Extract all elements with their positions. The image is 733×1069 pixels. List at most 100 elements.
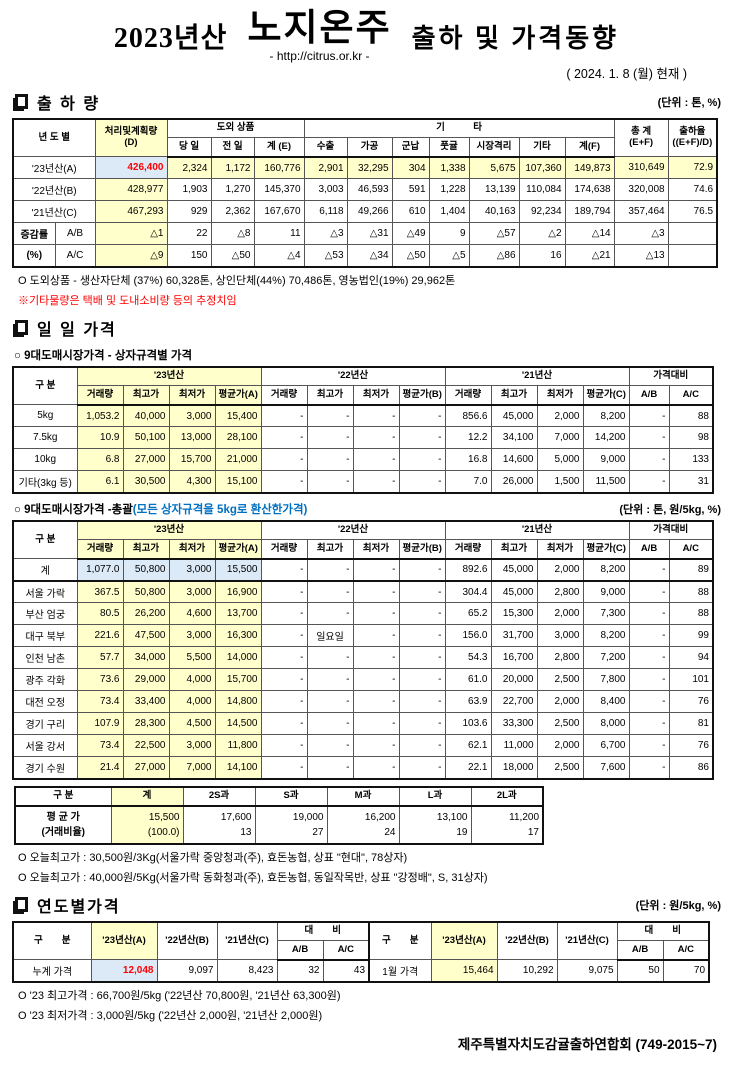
table-cell: - [628,470,670,494]
table-cell: 167,670 [253,200,305,224]
table-cell: 5kg [12,404,78,428]
table-cell: △34 [346,244,393,268]
table-cell: 15,500 (100.0) [110,805,184,845]
header-cell: 최고가 [306,385,354,406]
table-cell: - [628,756,670,780]
header-cell: L과 [398,786,472,807]
table-cell: 40,000 [122,404,170,428]
table-cell: 6,118 [303,200,348,224]
table-cell: - [352,712,400,736]
table-cell: 11,500 [582,470,630,494]
table-cell: 94 [668,646,714,670]
table-cell: 5,500 [168,646,216,670]
header-cell: '21년산(C) [216,921,278,961]
table-cell: 1,228 [428,178,470,202]
table-cell: 73.6 [76,668,124,692]
header-cell: '22년산 [260,366,446,387]
table-cell: 40,163 [468,200,520,224]
table-row: 서울 가락 367.5 50,800 3,000 16,900- - - -304.4 45,0… [12,580,714,604]
table-cell: - [628,646,670,670]
daily-market-unit-label: (단위 : 톤, 원/5kg, %) [619,503,721,516]
table-cell: 22 [166,222,212,246]
table-cell: 304.4 [444,580,492,604]
table-cell: 7,200 [582,646,630,670]
section-bullet-icon [15,320,28,336]
header-cell: 평균가(C) [582,385,630,406]
table-cell: - [306,712,354,736]
table-cell: 73.4 [76,734,124,758]
table-cell: 160,776 [253,156,305,180]
table-cell: 7.0 [444,470,492,494]
table-cell: - [628,668,670,692]
table-cell: 3,000 [168,734,216,758]
table-cell: 174,638 [564,178,615,202]
table-cell: - [352,470,400,494]
table-cell: △13 [613,244,669,268]
table-cell: 13,139 [468,178,520,202]
table-cell: 8,200 [582,558,630,582]
table-cell: 7,000 [536,426,584,450]
table-cell: 27,000 [122,756,170,780]
header-cell: A/B [616,940,664,961]
header-cell: 계 (E) [253,137,305,158]
table-cell: 18,000 [490,756,538,780]
table-cell: 13,700 [214,602,262,626]
table-cell: 88 [668,602,714,626]
header-cell: 도외 상품 [166,118,305,139]
table-cell: 367.5 [76,580,124,604]
table-cell: 13,100 19 [398,805,472,845]
table-cell: - [352,756,400,780]
table-cell: 7,800 [582,668,630,692]
table-cell: 부산 엄궁 [12,602,78,626]
table-cell: 5,000 [536,448,584,472]
table-cell: 22,700 [490,690,538,714]
table-cell: 14,200 [582,426,630,450]
table-cell: 99 [668,624,714,648]
table-cell: 426,400 [94,156,168,180]
table-cell: 14,800 [214,690,262,714]
table-cell: 76.5 [667,200,718,224]
header-cell: 대 비 [616,921,710,942]
table-cell: △3 [613,222,669,246]
header-cell: A/C [668,385,714,406]
table-cell: 4,300 [168,470,216,494]
daily-size-table: 구 분 '23년산 '22년산 '21년산 가격대비 거래량 최고가 최저가 평균가(A) 거래량… [12,365,721,494]
header-cell: '21년산(C) [556,921,618,961]
title-url: - http://citrus.or.kr - [269,48,370,63]
header-cell: 거래량 [260,385,308,406]
header-cell: A/C [662,940,710,961]
header-cell: 구 분 [14,786,112,807]
table-cell: 2,800 [536,646,584,670]
table-row: 누계 가격 12,048 9,097 8,423 32 43 1월 가격 15,464 10,2… [12,959,710,983]
table-cell: - [628,602,670,626]
header-cell: 가격대비 [628,366,714,387]
table-cell: 34,100 [490,426,538,450]
table-cell: △57 [468,222,520,246]
table-cell: - [398,448,446,472]
table-cell: △3 [303,222,348,246]
table-cell: A/C [54,244,96,268]
table-cell: 8,400 [582,690,630,714]
table-cell: 2,000 [536,734,584,758]
table-cell: 61.0 [444,668,492,692]
table-cell: 7.5kg [12,426,78,450]
table-row: 대전 오정 73.4 33,400 4,000 14,800- - - -63.9 22,700… [12,690,714,714]
table-cell: 대구 북부 [12,624,78,648]
table-cell: 증감률 [12,222,56,246]
table-cell: 7,600 [582,756,630,780]
table-cell: - [352,580,400,604]
header-cell: 기 타 [303,118,615,139]
title-product: 노지온주 [247,8,392,49]
table-cell: - [260,668,308,692]
table-cell: 4,000 [168,668,216,692]
table-cell: - [398,624,446,648]
daily-size-subtitle-text: ○ 9대도매시장가격 - 상자규격별 가격 [14,349,193,362]
table-cell: 11 [253,222,305,246]
header-cell: S과 [254,786,328,807]
table-row: 계 1,077.0 50,800 3,000 15,500- - - -892.6 45,000… [12,558,714,582]
table-cell: 3,000 [168,404,216,428]
header-cell: 구 분 [12,366,78,406]
table-cell: - [352,690,400,714]
table-cell: 45,000 [490,404,538,428]
